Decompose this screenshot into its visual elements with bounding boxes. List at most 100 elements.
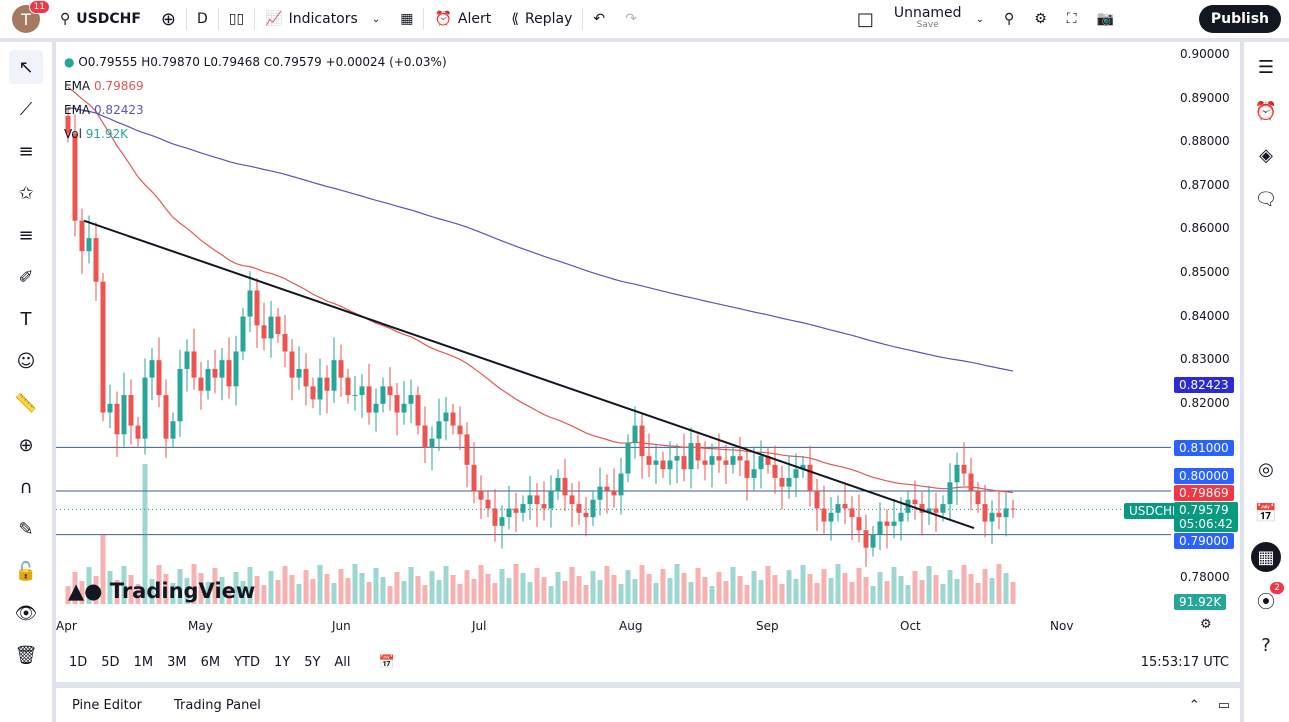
volume-legend[interactable]: Vol 91.92K <box>64 127 129 141</box>
candle-body <box>891 521 897 526</box>
volume-bar <box>324 574 330 604</box>
divider <box>254 8 256 30</box>
volume-bar <box>583 585 589 604</box>
fib-tool[interactable]: ≡ <box>9 134 43 168</box>
range-1m[interactable]: 1M <box>133 654 154 670</box>
chart-pane[interactable]: ● O0.79555 H0.79870 L0.79468 C0.79579 +0… <box>56 42 1240 682</box>
price-chart[interactable] <box>56 42 1240 642</box>
alert-button[interactable]: ⏰ Alert <box>434 11 492 27</box>
notifications-button[interactable]: ⦿ 2 <box>1251 581 1285 616</box>
layout-button[interactable]: □ Unnamed Save ⌄ <box>856 5 984 30</box>
tab-pine-editor[interactable]: Pine Editor <box>72 697 143 713</box>
volume-bar <box>877 572 883 604</box>
settings-button[interactable]: ⚙ <box>1024 0 1057 38</box>
volume-bar <box>79 581 85 604</box>
layers-button[interactable]: ◈ <box>1251 140 1281 170</box>
compare-button[interactable]: ⊕ <box>151 0 186 38</box>
text-tool[interactable]: T <box>9 302 43 336</box>
ema-slow-legend[interactable]: EMA 0.82423 <box>64 103 144 117</box>
ema-fast-legend[interactable]: EMA 0.79869 <box>64 79 144 93</box>
volume-bar <box>366 582 372 604</box>
volume-bar <box>219 577 225 604</box>
avatar[interactable]: T 11 <box>12 0 50 33</box>
candle-body <box>107 403 113 413</box>
templates-button[interactable]: ▦ <box>390 0 423 38</box>
level-081-label[interactable]: 0.81000 <box>1174 440 1234 456</box>
range-all[interactable]: All <box>334 654 351 670</box>
candle-body <box>310 386 316 400</box>
publish-button[interactable]: Publish <box>1198 5 1281 33</box>
hide-tool[interactable]: 👁 <box>9 596 43 630</box>
replay-button[interactable]: ⟪ Replay <box>511 11 573 27</box>
pencil-lock-icon: ✎ <box>18 518 34 540</box>
range-3m[interactable]: 3M <box>167 654 187 670</box>
redo-button[interactable]: ↷ <box>615 0 647 38</box>
help-button[interactable]: ? <box>1251 630 1281 660</box>
candle-body <box>65 116 71 134</box>
level-079-label[interactable]: 0.79000 <box>1174 533 1234 549</box>
volume-bar <box>807 574 813 604</box>
alerts-button[interactable]: ⏰ <box>1251 96 1281 126</box>
candle-body <box>142 377 148 439</box>
magnet-tool[interactable]: ∩ <box>9 470 43 504</box>
clock[interactable]: 15:53:17 UTC <box>1140 654 1229 670</box>
target-icon: ◎ <box>1258 458 1274 480</box>
volume-bar <box>660 569 666 604</box>
price-tick: 0.84000 <box>1180 308 1230 323</box>
watchlist-button[interactable]: ☰ <box>1251 52 1281 82</box>
range-5y[interactable]: 5Y <box>304 654 321 670</box>
volume-bar <box>65 586 71 604</box>
candle-body <box>233 351 239 387</box>
candle-body <box>457 425 463 435</box>
range-5d[interactable]: 5D <box>101 654 120 670</box>
emoji-tool[interactable]: ☺ <box>9 344 43 378</box>
bottom-panel: Pine Editor Trading Panel ⌃ ▭ <box>56 688 1240 722</box>
lock-tool[interactable]: 🔓 <box>9 554 43 588</box>
maximize-icon[interactable]: ▭ <box>1217 697 1230 713</box>
candle-body <box>639 425 645 457</box>
volume-bar <box>968 574 974 604</box>
brush-tool[interactable]: ✐ <box>9 260 43 294</box>
range-6m[interactable]: 6M <box>200 654 221 670</box>
forecast-tool[interactable]: ≡ <box>9 218 43 252</box>
undo-button[interactable]: ↶ <box>583 0 615 38</box>
quick-search-button[interactable]: ⚲ <box>994 0 1024 38</box>
candle-body <box>212 368 218 378</box>
volume-bar <box>667 578 673 604</box>
candle-body <box>562 477 568 496</box>
cursor-tool[interactable]: ↖ <box>9 50 43 84</box>
target-button[interactable]: ◎ <box>1251 454 1281 484</box>
symbol-search-button[interactable]: ⚲ USDCHF <box>60 11 141 27</box>
delete-tool[interactable]: 🗑 <box>9 638 43 672</box>
range-ytd[interactable]: YTD <box>234 654 260 670</box>
candle-body <box>100 281 106 413</box>
collapse-icon[interactable]: ⌃ <box>1188 697 1200 713</box>
zoom-tool[interactable]: ⊕ <box>9 428 43 462</box>
candle-body <box>527 495 533 505</box>
apps-button[interactable]: ▦ <box>1251 542 1281 572</box>
level-080-label[interactable]: 0.80000 <box>1174 468 1234 484</box>
tab-trading-panel[interactable]: Trading Panel <box>174 697 261 713</box>
range-1y[interactable]: 1Y <box>273 654 291 670</box>
range-1d[interactable]: 1D <box>69 654 88 670</box>
interval-button[interactable]: D <box>197 11 208 27</box>
indicators-button[interactable]: 📈 Indicators ⌄ <box>265 11 381 27</box>
volume-bar <box>681 573 687 604</box>
pattern-tool[interactable]: ✩ <box>9 176 43 210</box>
volume-bar <box>590 571 596 604</box>
chat-button[interactable]: 🗨 <box>1251 184 1281 214</box>
trendline-tool[interactable]: ⟋ <box>9 92 43 126</box>
volume-bar <box>191 564 197 604</box>
date-range-icon[interactable]: 📅 <box>378 654 395 670</box>
lock-drawing-tool[interactable]: ✎ <box>9 512 43 546</box>
axis-settings-icon[interactable]: ⚙ <box>1200 617 1212 632</box>
candle-body <box>793 469 799 478</box>
fullscreen-button[interactable]: ⛶ <box>1057 0 1087 38</box>
measure-tool[interactable]: 📏 <box>9 386 43 420</box>
symbol-label: USDCHF <box>1124 503 1184 519</box>
candle-body <box>618 473 624 496</box>
candle-body <box>730 456 736 465</box>
calendar-button[interactable]: 📅 <box>1251 498 1281 528</box>
chart-type-button[interactable]: ▯▯ <box>219 0 254 38</box>
snapshot-button[interactable]: 📷 <box>1087 0 1124 38</box>
